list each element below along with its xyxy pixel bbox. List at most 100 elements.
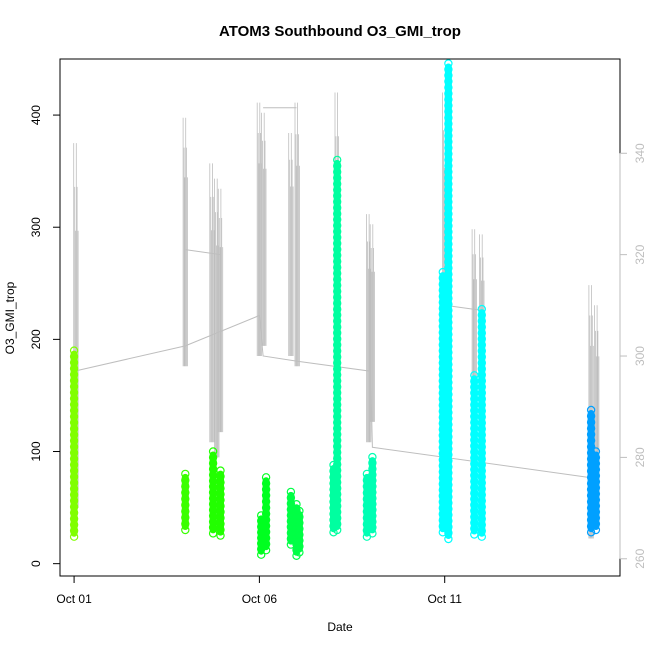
- o3-point: [333, 430, 342, 439]
- o3-point: [477, 388, 486, 398]
- o3-point: [333, 382, 342, 391]
- o3-point: [208, 511, 218, 521]
- o3-point-group: [591, 447, 601, 535]
- o3-point: [368, 488, 377, 497]
- o3-point: [333, 185, 342, 194]
- o3-point: [333, 358, 342, 368]
- x-axis-label: Date: [327, 620, 353, 634]
- o3-point: [444, 534, 453, 544]
- o3-point: [444, 414, 453, 423]
- o3-point: [333, 513, 342, 523]
- o3-point: [444, 203, 453, 213]
- o3-point: [444, 330, 453, 339]
- o3-point: [333, 191, 342, 200]
- o3-point: [261, 503, 271, 512]
- o3-point: [470, 500, 479, 510]
- o3-point-group: [69, 346, 79, 541]
- secondary-series-spike: [294, 102, 300, 367]
- y-axis: 0 100 200 300 400: [29, 105, 61, 567]
- x-tick-label: Oct 06: [242, 592, 278, 606]
- o3-point: [477, 370, 486, 380]
- o3-point: [444, 354, 453, 363]
- o3-point: [333, 155, 342, 165]
- o3-point: [444, 462, 453, 471]
- o3-point: [261, 497, 271, 506]
- y2-tick-label: 320: [633, 244, 647, 264]
- o3-point: [216, 507, 225, 517]
- o3-point: [444, 318, 453, 327]
- o3-point: [69, 418, 79, 427]
- o3-point: [333, 400, 342, 409]
- secondary-series-spike: [369, 224, 376, 422]
- secondary-series-spike: [256, 102, 263, 356]
- o3-point: [69, 484, 79, 493]
- o3-point: [444, 468, 453, 477]
- o3-point: [477, 400, 486, 410]
- o3-point: [477, 352, 486, 362]
- o3-point: [444, 444, 453, 453]
- o3-point: [444, 155, 453, 164]
- o3-point: [261, 521, 271, 531]
- o3-point: [69, 526, 79, 535]
- o3-point: [261, 546, 271, 555]
- o3-point: [477, 424, 486, 434]
- o3-point: [477, 412, 486, 422]
- o3-point: [333, 203, 342, 212]
- secondary-series-spike: [288, 133, 294, 356]
- o3-point: [333, 334, 342, 344]
- o3-point: [295, 512, 304, 522]
- o3-point: [208, 505, 218, 515]
- o3-point: [208, 453, 218, 462]
- o3-point: [591, 483, 601, 492]
- o3-point: [444, 474, 453, 483]
- o3-point-group: [444, 59, 453, 544]
- o3-point: [333, 424, 342, 433]
- o3-point: [477, 466, 486, 475]
- o3-point: [368, 529, 377, 538]
- o3-point: [444, 294, 453, 303]
- o3-point: [444, 185, 453, 195]
- o3-point: [69, 406, 79, 415]
- o3-point: [216, 513, 225, 523]
- o3-point-group: [368, 452, 377, 538]
- o3-point: [368, 499, 377, 509]
- o3-point: [261, 509, 271, 518]
- o3-point: [333, 161, 342, 171]
- o3-point: [69, 388, 79, 397]
- o3-point: [333, 406, 342, 415]
- o3-point: [69, 436, 79, 445]
- o3-point: [444, 101, 453, 110]
- o3-point: [69, 514, 79, 523]
- o3-point: [444, 227, 453, 237]
- o3-point: [591, 465, 601, 474]
- o3-point: [69, 478, 79, 487]
- o3-point: [444, 263, 453, 273]
- o3-point: [444, 384, 453, 393]
- o3-point: [477, 478, 486, 487]
- o3-point: [216, 466, 225, 475]
- o3-point: [444, 233, 453, 243]
- o3-point: [216, 472, 225, 481]
- secondary-series-spike: [261, 112, 267, 346]
- o3-point: [295, 548, 304, 557]
- o3-point: [333, 239, 342, 248]
- o3-point: [477, 418, 486, 428]
- o3-point: [444, 366, 453, 375]
- o3-point: [477, 436, 486, 446]
- o3-point: [261, 491, 271, 500]
- o3-point-group: [470, 371, 479, 539]
- o3-point: [216, 525, 225, 534]
- y2-tick-label: 340: [633, 143, 647, 163]
- o3-point: [208, 529, 218, 538]
- o3-point: [69, 466, 79, 475]
- o3-point: [444, 372, 453, 381]
- o3-point: [69, 472, 79, 481]
- o3-point: [69, 370, 79, 379]
- o3-point: [216, 531, 225, 540]
- o3-point: [216, 495, 225, 505]
- o3-point: [591, 453, 601, 462]
- plot-area: [69, 59, 601, 561]
- o3-point: [333, 525, 342, 535]
- o3-point: [477, 364, 486, 374]
- o3-point: [333, 370, 342, 379]
